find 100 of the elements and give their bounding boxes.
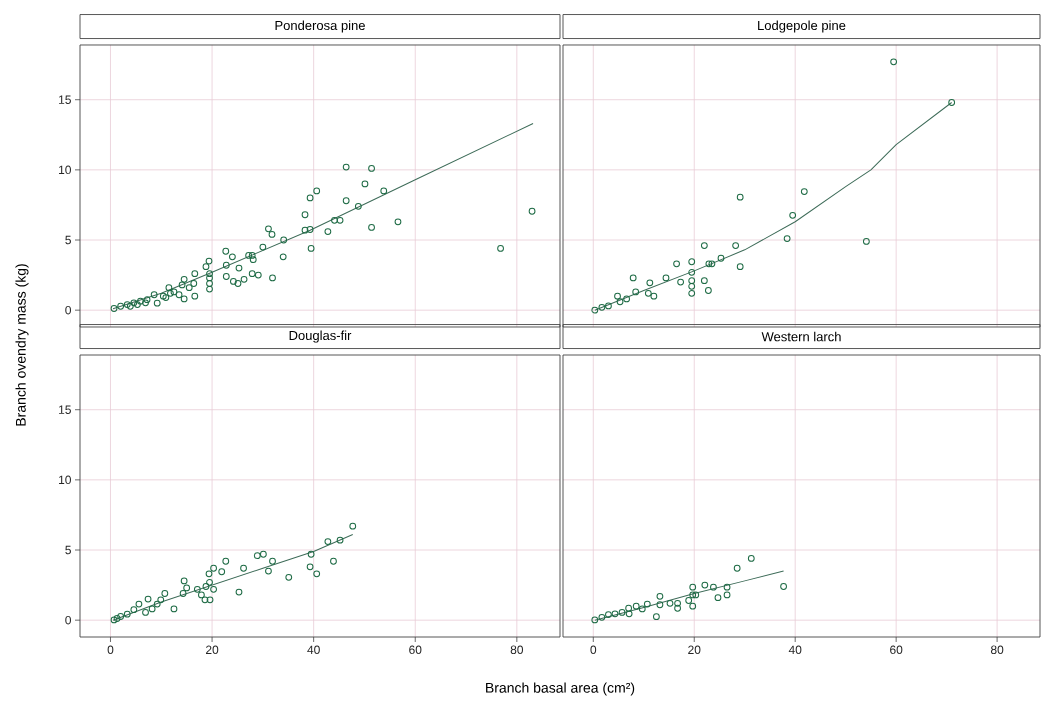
point [789, 211, 797, 219]
point [632, 602, 640, 610]
point [732, 242, 740, 250]
point [717, 254, 725, 262]
point [123, 610, 131, 618]
chart-title: Lodgepole pine [758, 20, 846, 33]
point [130, 606, 138, 614]
point [689, 591, 697, 599]
point [210, 564, 217, 572]
chart-title: Western larch [761, 331, 841, 342]
point [330, 557, 337, 565]
point [656, 592, 664, 600]
y-tick-label: 15 [59, 95, 71, 104]
point [222, 557, 230, 565]
point [591, 616, 599, 624]
x-tick-label: 40 [307, 645, 320, 655]
point [202, 583, 210, 590]
point [605, 302, 612, 310]
point [591, 306, 599, 314]
point [733, 564, 741, 572]
y-tick-label: 5 [65, 235, 71, 245]
point [614, 292, 621, 300]
point [783, 235, 791, 243]
point [605, 611, 612, 618]
point [198, 591, 205, 599]
point [652, 613, 660, 621]
y-tick-label: 0 [65, 305, 72, 315]
point [650, 292, 658, 300]
y-axis-title: Branch ovendry mass (kg) [15, 264, 29, 426]
point [688, 268, 696, 276]
point [269, 557, 276, 565]
point [210, 585, 217, 593]
point [625, 610, 633, 618]
point [700, 242, 708, 250]
x-tick-label: 80 [990, 645, 1004, 655]
point [689, 602, 697, 610]
point [688, 282, 696, 290]
x-tick-label: 0 [107, 645, 114, 655]
point [183, 584, 191, 592]
point [662, 274, 670, 282]
chart-title: Ponderosa pine [275, 20, 365, 33]
point [688, 277, 696, 285]
point [677, 278, 685, 286]
point [110, 616, 118, 624]
point [674, 604, 681, 612]
point [890, 58, 898, 66]
point [656, 601, 664, 609]
y-tick-label: 5 [65, 545, 71, 555]
y-tick-label: 10 [59, 165, 71, 175]
point [723, 591, 731, 599]
point [674, 599, 681, 607]
point [113, 615, 121, 622]
point [685, 597, 693, 604]
point [117, 613, 125, 620]
point [285, 573, 293, 581]
point [800, 188, 808, 196]
x-tick-label: 40 [788, 645, 802, 655]
point [710, 583, 717, 591]
point [307, 550, 315, 558]
x-tick-label: 60 [409, 645, 422, 655]
point [688, 289, 696, 297]
point [598, 303, 606, 311]
point [629, 274, 637, 282]
point [708, 260, 716, 268]
point [324, 538, 332, 545]
point [673, 260, 680, 268]
point [625, 604, 633, 612]
line-series [112, 123, 534, 310]
x-tick-label: 20 [205, 645, 219, 655]
point [157, 596, 165, 604]
point [240, 564, 247, 572]
point [179, 590, 187, 597]
point [701, 581, 709, 589]
point [644, 289, 652, 297]
point [265, 567, 272, 575]
point [632, 288, 640, 296]
point [638, 605, 646, 613]
x-axis-title: Branch basal area (cm²) [486, 682, 635, 696]
point [349, 522, 357, 530]
point [714, 594, 722, 602]
point [623, 295, 631, 303]
point [646, 279, 654, 287]
point [780, 583, 787, 590]
point [180, 577, 188, 585]
point [688, 258, 696, 266]
point [193, 585, 201, 593]
point [747, 555, 755, 562]
point [153, 600, 161, 608]
point [259, 550, 267, 558]
point [598, 613, 606, 621]
x-tick-label: 60 [890, 645, 903, 655]
x-tick-label: 0 [590, 645, 597, 655]
point [148, 605, 156, 613]
point [253, 552, 261, 560]
point [736, 263, 744, 271]
point [142, 609, 149, 616]
point [862, 238, 870, 245]
x-tick-label: 80 [510, 645, 524, 655]
point [611, 610, 619, 618]
point [161, 590, 169, 597]
